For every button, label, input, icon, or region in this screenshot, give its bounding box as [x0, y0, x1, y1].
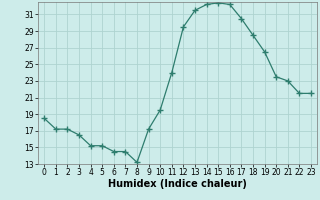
X-axis label: Humidex (Indice chaleur): Humidex (Indice chaleur)	[108, 179, 247, 189]
